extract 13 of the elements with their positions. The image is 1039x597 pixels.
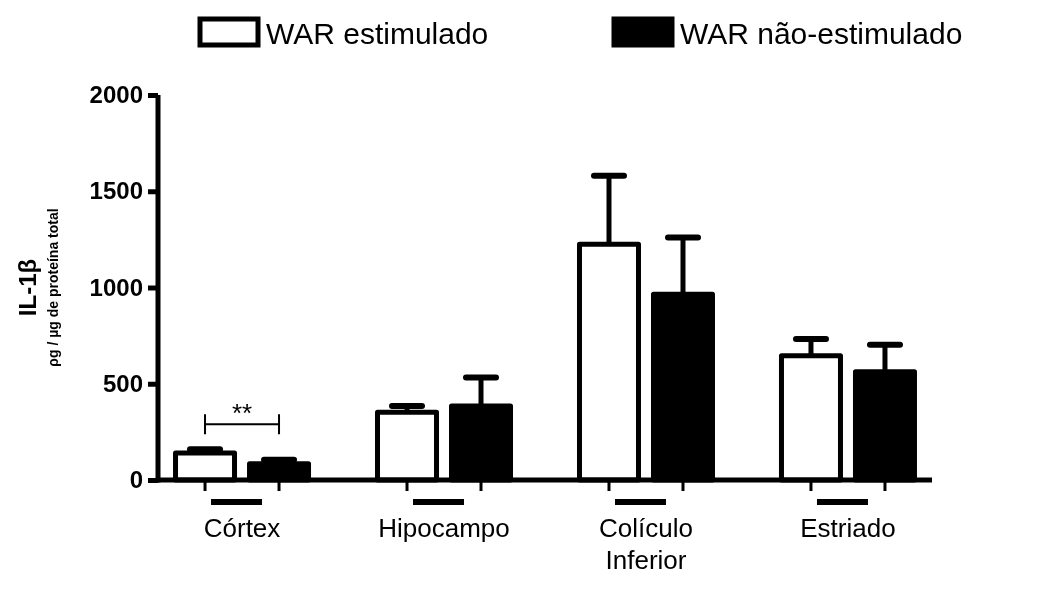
y-tick-label: 1500 [89, 177, 143, 205]
legend-label: WAR não-estimulado [680, 17, 963, 50]
x-tick-label: Córtex [203, 513, 281, 543]
legend-label: WAR estimulado [266, 17, 489, 50]
y-axis-title: IL-1β$_{ρg / µg de proteína total}$ [14, 208, 61, 367]
y-tick-label: 0 [129, 466, 143, 494]
x-tick-label: Colículo Inferior [599, 513, 693, 575]
x-tick-label: Hipocampo [378, 513, 510, 543]
x-tick-label: Estriado [800, 513, 896, 543]
y-tick-label: 1000 [89, 273, 143, 301]
y-tick-label: 2000 [89, 81, 143, 109]
annotation: ** [231, 398, 253, 429]
y-tick-label: 500 [102, 369, 143, 397]
